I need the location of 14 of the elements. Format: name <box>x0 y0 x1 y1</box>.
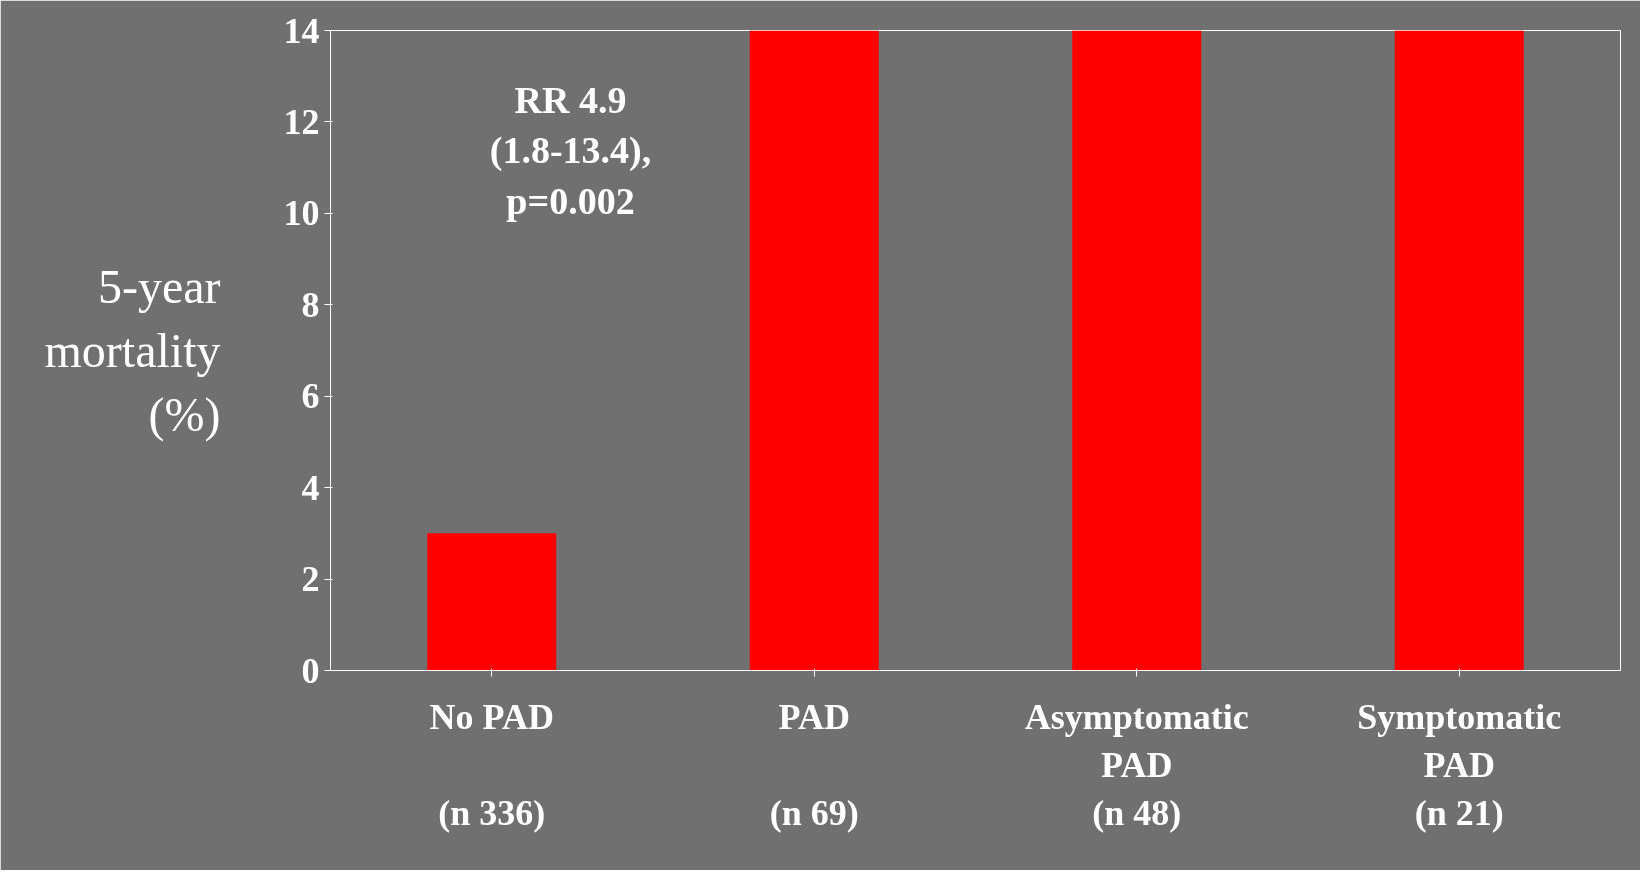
y-tick-label: 0 <box>301 650 320 691</box>
x-tick-label: Asymptomatic PAD (n 48) <box>1024 696 1249 833</box>
y-tick-label: 8 <box>301 284 320 325</box>
y-tick-label: 2 <box>301 559 320 600</box>
x-tick-label: Symptomatic PAD (n 21) <box>1357 696 1562 833</box>
category-label: PAD (n 69) <box>769 696 859 833</box>
y-tick-label: 10 <box>283 193 320 234</box>
annotation: RR 4.9 (1.8-13.4), p=0.002 <box>489 79 652 222</box>
y-tick-label: 12 <box>283 101 320 142</box>
y-tick-label: 14 <box>283 10 320 51</box>
y-tick-label: 6 <box>301 376 320 417</box>
category-label: No PAD (n 336) <box>429 696 554 833</box>
y-tick-label: 4 <box>301 467 320 508</box>
y-axis-title: 5-year mortality (%) <box>44 260 221 442</box>
